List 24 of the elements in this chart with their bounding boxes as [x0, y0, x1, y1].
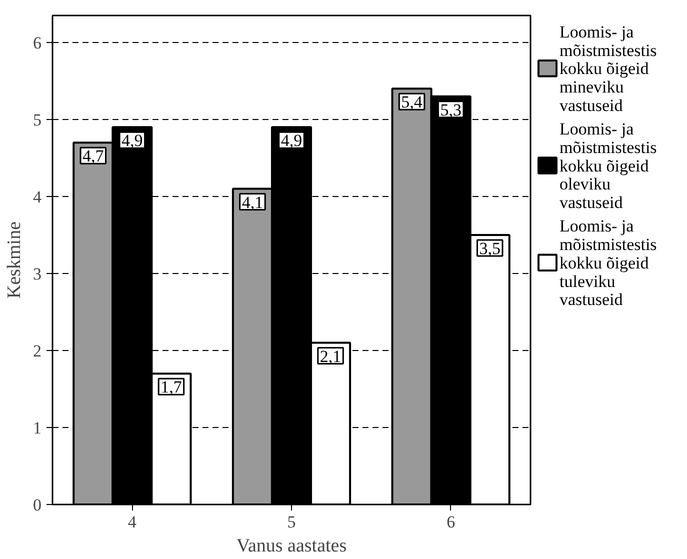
y-tick-label: 6	[33, 33, 42, 52]
y-tick-label: 1	[33, 418, 42, 438]
data-label: 4,7	[82, 146, 104, 166]
legend-label: Loomis- ja mõistmistestis kokku õigeid tuleviku vastuseid	[560, 216, 657, 310]
y-axis-title: Keskmine	[4, 221, 25, 299]
data-label: 4,9	[122, 131, 143, 150]
data-label: 4,1	[242, 192, 264, 212]
legend-label: Loomis- ja mõistmistestis kokku õigeid oleviku vastuseid	[560, 120, 657, 212]
data-label: 2,1	[320, 346, 342, 366]
data-label: 1,7	[160, 378, 182, 397]
x-tick-label: 6	[446, 512, 456, 532]
y-tick-label: 2	[33, 341, 42, 360]
data-label: 3,5	[479, 238, 500, 258]
x-tick-label: 5	[287, 512, 296, 532]
data-label: 5,4	[401, 92, 423, 112]
x-axis-title: Vanus aastates	[236, 536, 347, 556]
y-tick-label: 4	[33, 187, 42, 206]
data-label: 5,3	[440, 100, 462, 120]
data-label: 4,9	[280, 131, 302, 150]
x-tick-label: 4	[128, 512, 137, 532]
y-tick-label: 5	[33, 110, 42, 130]
legend-label: Loomis- ja mõistmistestis kokku õigeid mineviku vastuseid	[560, 22, 657, 115]
y-tick-label: 0	[33, 496, 42, 514]
y-tick-label: 3	[33, 264, 42, 284]
